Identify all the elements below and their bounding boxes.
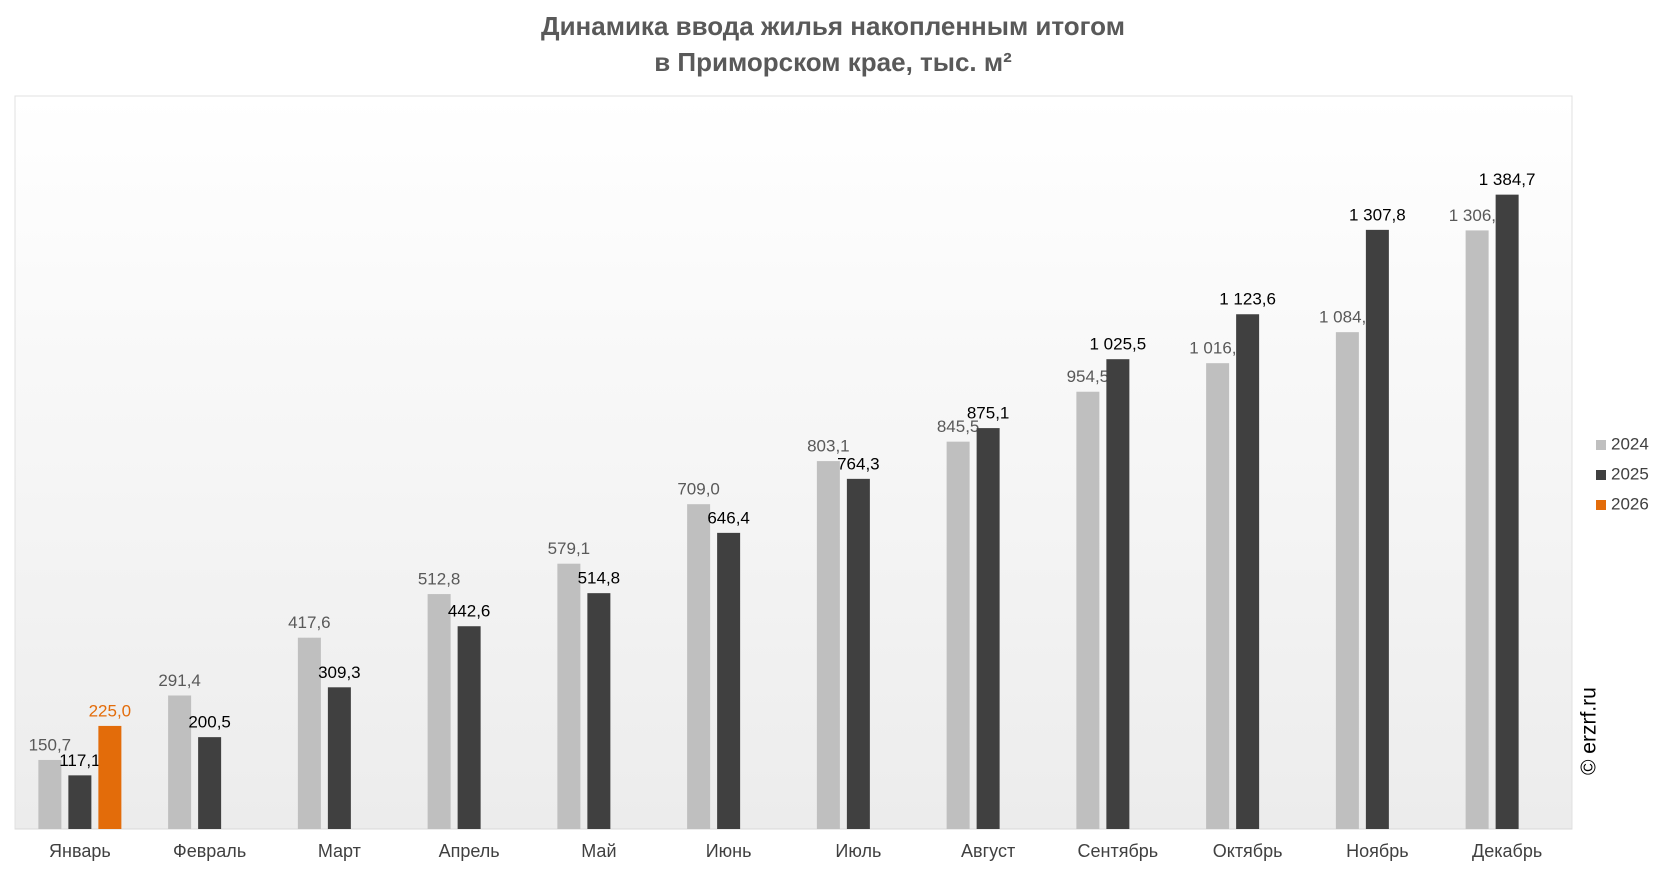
- chart-title: Динамика ввода жилья накопленным итогом: [541, 11, 1125, 41]
- data-label: 291,4: [158, 671, 201, 690]
- bar: [198, 737, 222, 829]
- legend-label: 2024: [1611, 434, 1649, 453]
- plot-area: [14, 95, 1573, 830]
- bar: [168, 695, 192, 829]
- x-tick-label: Август: [961, 841, 1015, 861]
- legend-swatch: [1596, 470, 1606, 480]
- x-tick-label: Май: [581, 841, 616, 861]
- bar: [587, 593, 611, 829]
- x-tick-label: Январь: [49, 841, 111, 861]
- bar: [68, 775, 92, 829]
- bar: [1076, 391, 1100, 829]
- data-label: 954,5: [1067, 367, 1110, 386]
- bar: [946, 441, 970, 829]
- bar: [1206, 363, 1230, 829]
- legend-swatch: [1596, 500, 1606, 510]
- data-label: 803,1: [807, 437, 850, 456]
- bar: [1365, 229, 1389, 829]
- bar: [1335, 332, 1359, 829]
- data-label: 1 025,5: [1090, 335, 1147, 354]
- data-label: 309,3: [318, 663, 361, 682]
- x-tick-label: Октябрь: [1213, 841, 1283, 861]
- bar: [1465, 230, 1489, 829]
- data-label: 514,8: [578, 569, 621, 588]
- data-label: 150,7: [29, 735, 72, 754]
- data-label: 1 084,5: [1319, 308, 1376, 327]
- bar: [38, 759, 62, 829]
- legend-label: 2026: [1611, 494, 1649, 513]
- data-label: 875,1: [967, 404, 1010, 423]
- bar: [846, 478, 870, 829]
- bar: [297, 637, 321, 829]
- x-tick-label: Июнь: [706, 841, 752, 861]
- data-label: 1 307,8: [1349, 205, 1406, 224]
- bar: [687, 504, 711, 829]
- bar: [98, 725, 122, 829]
- bar: [816, 461, 840, 829]
- chart-title: в Приморском крае, тыс. м²: [654, 47, 1012, 77]
- bar: [327, 687, 351, 829]
- bar: [976, 428, 1000, 829]
- x-tick-label: Март: [318, 841, 361, 861]
- data-label: 1 016,8: [1189, 339, 1246, 358]
- data-label: 1 306,6: [1449, 206, 1506, 225]
- bar: [557, 563, 581, 829]
- data-label: 417,6: [288, 613, 331, 632]
- bar: [717, 532, 741, 829]
- data-label: 442,6: [448, 602, 491, 621]
- legend-swatch: [1596, 440, 1606, 450]
- bar: [457, 626, 481, 829]
- bar: [1236, 314, 1260, 830]
- legend-label: 2025: [1611, 464, 1649, 483]
- x-tick-label: Декабрь: [1472, 841, 1542, 861]
- data-label: 845,5: [937, 417, 980, 436]
- x-tick-label: Июль: [835, 841, 881, 861]
- x-tick-label: Ноябрь: [1346, 841, 1408, 861]
- bar: [1495, 194, 1519, 830]
- data-label: 1 123,6: [1219, 290, 1276, 309]
- bar: [1106, 359, 1130, 829]
- x-tick-label: Февраль: [173, 841, 246, 861]
- x-tick-label: Апрель: [439, 841, 500, 861]
- data-label: 764,3: [837, 454, 880, 473]
- data-label: 117,1: [59, 751, 100, 770]
- data-label: 1 384,7: [1479, 170, 1536, 189]
- data-label: 512,8: [418, 570, 461, 589]
- data-label: 225,0: [89, 701, 132, 720]
- source: © erzrf.ru: [1578, 687, 1601, 775]
- data-label: 200,5: [188, 713, 231, 732]
- data-label: 579,1: [548, 539, 591, 558]
- data-label: 709,0: [677, 480, 720, 499]
- x-tick-label: Сентябрь: [1078, 841, 1159, 861]
- bar: [427, 594, 451, 829]
- data-label: 646,4: [707, 508, 750, 527]
